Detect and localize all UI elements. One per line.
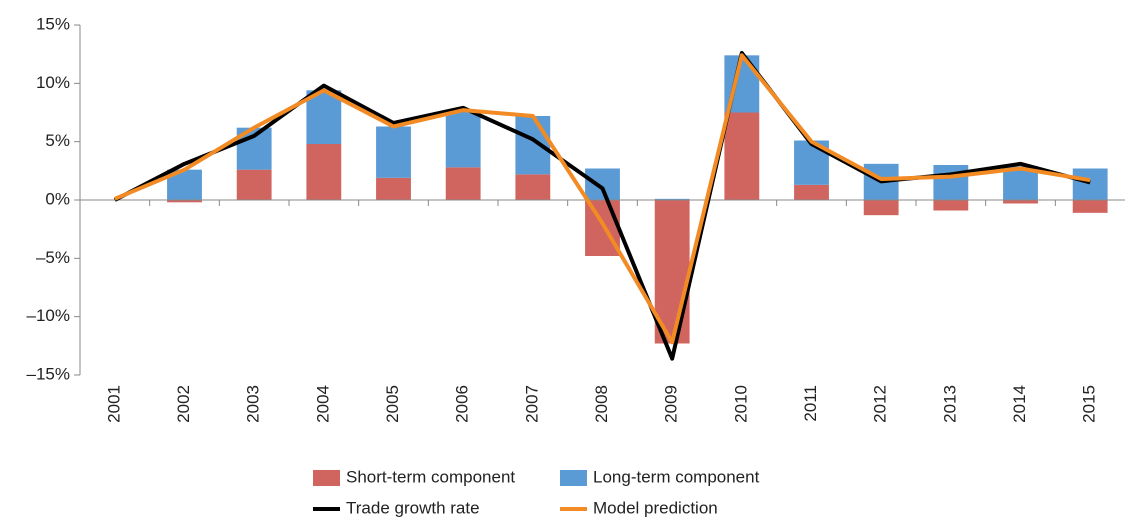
legend-label: Model prediction — [593, 498, 718, 517]
x-tick-label: 2012 — [871, 385, 890, 423]
line — [114, 53, 1091, 345]
x-tick-label: 2010 — [731, 385, 750, 423]
y-tick-label: –5% — [36, 248, 70, 267]
x-tick-label: 2002 — [174, 385, 193, 423]
bar — [515, 116, 551, 175]
legend-swatch — [313, 470, 340, 486]
y-tick-label: 5% — [45, 131, 70, 150]
bar — [376, 126, 411, 178]
legend-swatch — [560, 470, 587, 486]
bar — [445, 110, 481, 168]
x-tick-label: 2009 — [662, 385, 681, 423]
legend-label: Trade growth rate — [346, 498, 480, 517]
bar — [445, 167, 481, 200]
y-tick-label: –15% — [27, 364, 70, 383]
legend-label: Long-term component — [593, 467, 760, 486]
y-tick-label: –10% — [27, 306, 70, 325]
bar — [863, 200, 899, 216]
x-tick-label: 2015 — [1080, 385, 1099, 423]
bar — [933, 165, 969, 200]
x-tick-label: 2005 — [383, 385, 402, 423]
legend-label: Short-term component — [346, 467, 515, 486]
x-tick-label: 2001 — [104, 385, 123, 423]
bar — [1072, 168, 1108, 200]
x-tick-label: 2007 — [522, 385, 541, 423]
bar — [1003, 200, 1038, 204]
x-tick-label: 2011 — [801, 385, 820, 422]
bar — [515, 174, 551, 200]
x-tick-label: 2006 — [453, 385, 472, 423]
bar — [794, 184, 829, 200]
bar — [236, 169, 272, 200]
x-tick-label: 2004 — [313, 385, 332, 423]
x-tick-label: 2008 — [592, 385, 611, 423]
bar — [933, 200, 969, 211]
bar — [306, 144, 342, 200]
bar — [585, 168, 620, 200]
bar — [654, 198, 690, 200]
x-tick-label: 2003 — [244, 385, 263, 423]
y-tick-label: 10% — [36, 73, 70, 92]
x-tick-label: 2014 — [1010, 385, 1029, 423]
y-tick-label: 0% — [45, 189, 70, 208]
bar — [1072, 200, 1108, 213]
bar — [724, 112, 760, 200]
bar — [376, 177, 411, 200]
x-tick-label: 2013 — [940, 385, 959, 423]
bar — [306, 90, 342, 144]
y-tick-label: 15% — [36, 14, 70, 33]
bar — [167, 200, 202, 203]
